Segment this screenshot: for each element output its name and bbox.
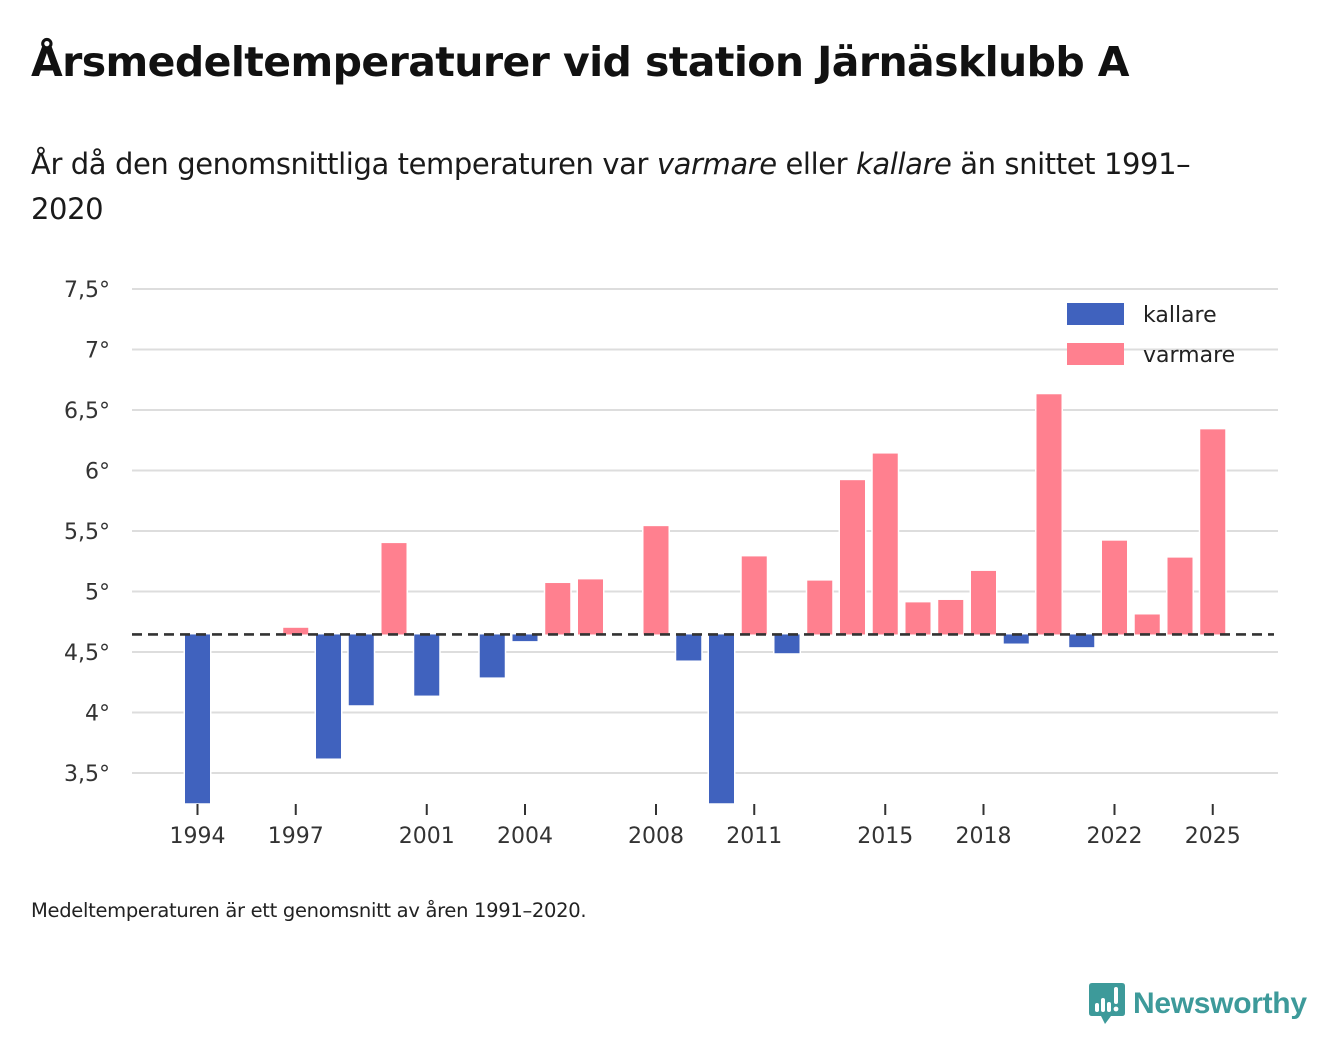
brand-name: Newsworthy [1133,987,1307,1020]
bar-2021 [1067,632,1096,649]
bar-2024 [1166,556,1194,636]
bar-chart: 3,5° 4° 4,5° 5° 5,5° 6° 6,5° 7° 7,5° 1994 1997 200… [64,278,1278,849]
y-tick-label: 7,5° [64,278,110,303]
bar-2003 [478,632,507,679]
y-tick-label: 5° [85,581,110,606]
bar-2005 [543,581,572,636]
bar-2023 [1133,612,1162,636]
bar-2011 [740,554,769,636]
legend-label-varmare: varmare [1143,343,1235,368]
x-axis: 1994 1997 2001 2004 2008 2011 2015 2018 2022 2025 [170,804,1241,849]
bar-2017 [936,598,965,636]
subtitle-emphasis-colder: kallare [856,147,952,181]
bar-2018 [969,569,998,636]
bar-2012 [773,632,801,655]
x-tick-label: 2015 [857,824,913,849]
newsworthy-logo-icon [1089,983,1125,1024]
bar-2015 [871,452,900,636]
x-tick-label: 1994 [170,824,226,849]
bar-2025 [1198,427,1227,636]
x-tick-label: 1997 [268,824,324,849]
bar-2008 [642,524,670,636]
bar-1994 [183,632,212,805]
bar-2019 [1002,632,1031,646]
bar-1999 [347,632,376,707]
y-tick-label: 4° [85,702,110,727]
x-tick-label: 2008 [628,824,684,849]
x-tick-label: 2004 [497,824,553,849]
y-tick-label: 4,5° [64,641,110,666]
y-tick-label: 7° [85,339,110,364]
legend-swatch-varmare [1067,343,1124,365]
subtitle-text-1: År då den genomsnittliga temperaturen va… [31,147,657,181]
subtitle-emphasis-warmer: varmare [656,147,777,181]
x-tick-label: 2001 [399,824,455,849]
chart-subtitle: År då den genomsnittliga temperaturen va… [31,142,1251,232]
x-tick-label: 2022 [1087,824,1143,849]
x-tick-label: 2011 [726,824,782,849]
y-tick-label: 3,5° [64,762,110,787]
bar-2022 [1100,539,1129,636]
newsworthy-logo: Newsworthy [1089,983,1307,1025]
y-tick-label: 6,5° [64,399,110,424]
bar-1998 [314,632,343,760]
x-tick-label: 2018 [956,824,1012,849]
bar-2010 [707,632,736,805]
bar-2001 [412,632,441,698]
subtitle-text-3: än snittet 1991–2020 [31,147,1191,226]
bar-2006 [576,577,605,636]
footnote: Medeltemperaturen är ett genomsnitt av å… [31,899,587,922]
bar-2000 [380,541,408,636]
bar-2014 [838,478,867,636]
bars [183,392,1227,805]
bar-2016 [904,600,932,636]
bar-2020 [1035,392,1063,636]
legend-label-kallare: kallare [1143,303,1217,328]
y-tick-label: 6° [85,460,110,485]
legend: kallare varmare [1067,303,1235,368]
subtitle-text-2: eller [776,147,857,181]
y-axis: 3,5° 4° 4,5° 5° 5,5° 6° 6,5° 7° 7,5° [64,278,110,787]
bar-2013 [805,579,834,636]
chart-title: Årsmedeltemperaturer vid station Järnäsk… [31,38,1130,86]
bar-2009 [674,632,703,662]
x-tick-label: 2025 [1185,824,1241,849]
legend-swatch-kallare [1067,303,1124,325]
y-tick-label: 5,5° [64,520,110,545]
